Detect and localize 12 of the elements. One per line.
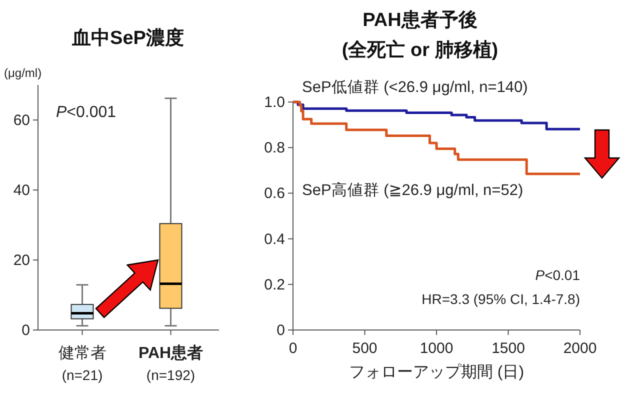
x-axis-title: フォローアップ期間 (日) xyxy=(348,363,524,381)
x-tick-label: PAH患者 (n=192) xyxy=(138,344,204,383)
y-axis-title: (μg/ml) xyxy=(4,66,42,80)
chart-title: PAH患者予後 xyxy=(362,9,478,31)
annotation: P<0.01 xyxy=(535,267,580,283)
chart-title: 血中SeP濃度 xyxy=(71,27,184,49)
x-tick-label: 健常者 (n=21) xyxy=(58,344,106,383)
annotation: P<0.001 xyxy=(56,104,116,121)
chart-subtitle: (全死亡 or 肺移植) xyxy=(342,39,498,61)
series-label: SeP高値群 (≧26.9 μg/ml, n=52) xyxy=(302,181,524,199)
annotation: HR=3.3 (95% CI, 1.4-7.8) xyxy=(422,291,580,307)
series-label: SeP低値群 (<26.9 μg/ml, n=140) xyxy=(302,79,528,96)
